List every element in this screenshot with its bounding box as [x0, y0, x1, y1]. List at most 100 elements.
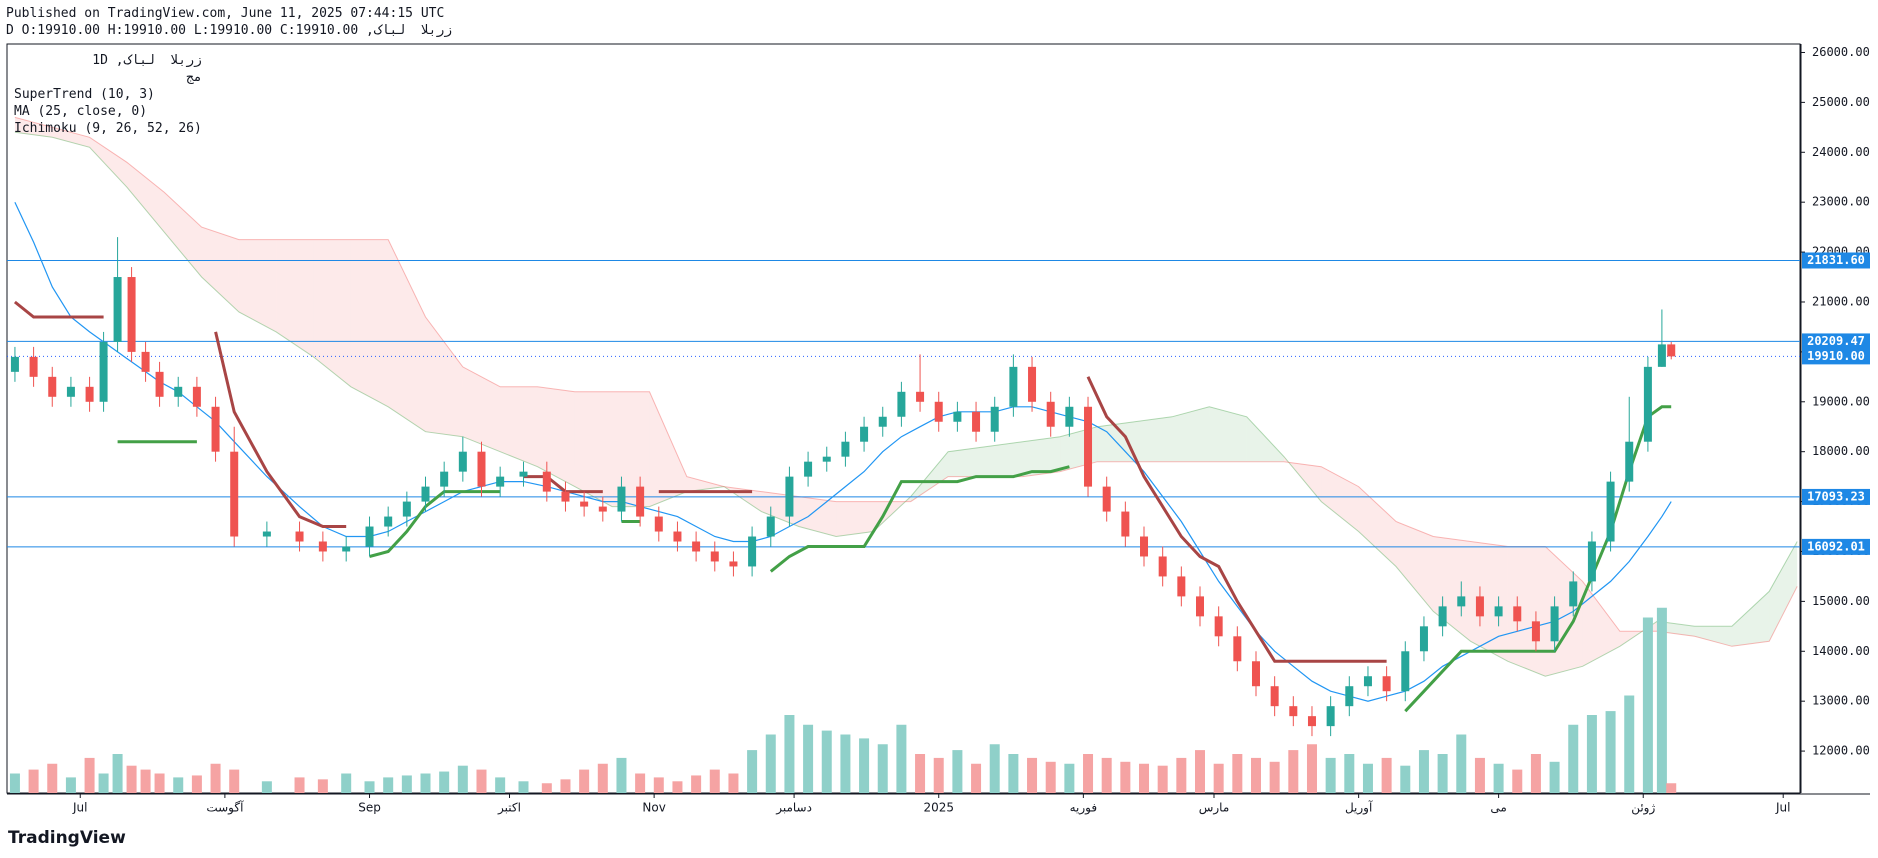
x-tick-label: 2025 — [923, 801, 954, 815]
volume-bar — [1045, 761, 1056, 793]
candle-body — [1065, 406, 1074, 427]
volume-bar — [1157, 765, 1168, 793]
cloud-segment — [1769, 541, 1798, 642]
y-tick-label: 18000.00 — [1812, 444, 1870, 458]
candle-body — [10, 356, 19, 372]
volume-bar — [1642, 617, 1653, 793]
candle-body — [1307, 716, 1316, 727]
volume-bar — [1530, 754, 1541, 793]
cloud-segment — [1321, 466, 1359, 532]
y-tick-label: 12000.00 — [1812, 744, 1870, 758]
last-price-box — [1802, 348, 1870, 365]
volume-bar — [1101, 757, 1112, 793]
candle-body — [785, 476, 794, 517]
x-tick-label: آگوست — [206, 800, 244, 816]
candle-body — [953, 411, 962, 422]
level-label-box — [1802, 252, 1870, 269]
candle-body — [710, 551, 719, 562]
cloud-segment — [52, 127, 90, 148]
volume-bar — [1139, 763, 1150, 793]
candle-body — [1475, 596, 1484, 617]
volume-bar — [1624, 695, 1635, 793]
chart: 12000.0013000.0014000.0015000.0016000.00… — [6, 43, 1870, 816]
volume-bar — [47, 763, 58, 793]
x-tick-label: Jul — [1775, 801, 1790, 815]
cloud-segment — [164, 192, 202, 278]
volume-bar — [364, 781, 375, 793]
candle-body — [127, 277, 136, 352]
x-tick-label: فوریه — [1070, 801, 1098, 816]
volume-bar — [1418, 750, 1429, 793]
candle-body — [1457, 596, 1466, 607]
volume-bar — [126, 765, 137, 793]
candle-body — [519, 471, 528, 477]
y-tick-label: 14000.00 — [1812, 644, 1870, 658]
cloud-segment — [1209, 406, 1247, 462]
legend-entry: MA (25, close, 0) — [14, 104, 148, 119]
candle-body — [230, 451, 239, 537]
candle-body — [211, 406, 220, 452]
volume-bar — [597, 763, 608, 793]
candle-body — [878, 416, 887, 427]
cloud-segment — [985, 441, 1023, 477]
candle-body — [1270, 686, 1279, 707]
volume-bar — [1381, 757, 1392, 793]
volume-bar — [317, 779, 328, 793]
plot-frame — [6, 43, 1801, 794]
volume-bar — [1064, 763, 1075, 793]
volume-bar — [28, 769, 39, 793]
candle-body — [860, 426, 869, 442]
candle-body — [636, 486, 645, 517]
x-tick-label: Sep — [358, 801, 381, 815]
candle-body — [66, 386, 75, 397]
cloud-segment — [201, 227, 239, 312]
volume-bar — [1666, 783, 1677, 793]
volume-bar — [261, 781, 272, 793]
volume-bar — [672, 781, 683, 793]
y-tick-label: 26000.00 — [1812, 45, 1870, 59]
cloud-segment — [126, 162, 165, 233]
volume-bar — [1344, 754, 1355, 793]
candle-body — [1289, 706, 1298, 717]
cloud-segment — [1395, 521, 1434, 612]
volume-bar — [1176, 757, 1187, 793]
volume-bar — [989, 744, 1000, 793]
ma-line — [14, 201, 1672, 702]
supertrend-up — [117, 405, 1672, 713]
candle-body — [934, 401, 943, 422]
cloud-segment — [1358, 486, 1396, 567]
candle-body — [1102, 486, 1111, 512]
candle-body — [1667, 344, 1676, 357]
cloud-segment — [14, 117, 53, 138]
candle-body — [617, 486, 626, 512]
candle-body — [48, 376, 57, 397]
candle-body — [318, 541, 327, 552]
volume-bar — [210, 763, 221, 793]
candle-body — [841, 441, 850, 457]
volume-bar — [294, 777, 305, 793]
candle-body — [1251, 661, 1260, 687]
candle-body — [1046, 401, 1055, 427]
candle-body — [1233, 636, 1242, 662]
y-tick-label: 23000.00 — [1812, 195, 1870, 209]
x-tick-label: Jul — [72, 801, 87, 815]
volume-bar — [933, 757, 944, 793]
candle-body — [1363, 676, 1372, 687]
cloud-segment — [1134, 416, 1173, 462]
candle-body — [692, 541, 701, 552]
legend-entry: Ichimoku (9, 26, 52, 26) — [14, 121, 202, 136]
candle-body — [766, 516, 775, 537]
candle-body — [654, 516, 663, 532]
y-tick-label: 19000.00 — [1812, 394, 1870, 408]
volume-bar — [140, 769, 151, 793]
level-label: 21831.60 — [1807, 253, 1865, 267]
candle-body — [1177, 576, 1186, 597]
volume-bar — [1656, 607, 1667, 793]
candle-body — [1028, 366, 1037, 402]
candle-body — [1196, 596, 1205, 617]
volume-bar — [1306, 744, 1317, 793]
candle-body — [1214, 616, 1223, 637]
x-tick-label: ژوئن — [1631, 801, 1655, 816]
cloud-segment — [574, 391, 613, 507]
